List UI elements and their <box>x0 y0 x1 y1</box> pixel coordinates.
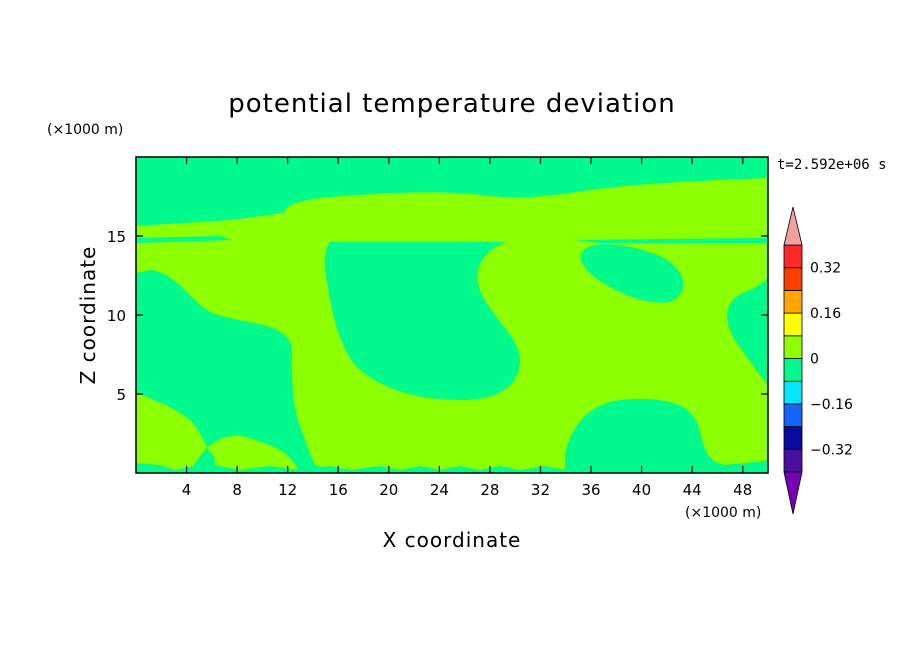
x-tick-label: 28 <box>480 481 499 499</box>
colorbar-tick-label: 0 <box>810 352 819 368</box>
colorbar-under-arrow <box>783 471 803 515</box>
x-tick-label: 32 <box>531 481 550 499</box>
colorbar-swatch <box>783 358 803 382</box>
x-tick-label: 4 <box>182 481 192 499</box>
y-axis-label: Z coordinate <box>76 246 100 385</box>
x-tick-label: 40 <box>632 481 651 499</box>
x-axis-label: X coordinate <box>383 528 522 552</box>
x-tick-label: 24 <box>430 481 449 499</box>
x-tick-label: 8 <box>232 481 242 499</box>
contour-field <box>136 157 768 473</box>
colorbar-swatch <box>783 380 803 405</box>
x-tick-label: 12 <box>278 481 297 499</box>
colorbar-swatch <box>783 403 803 427</box>
colorbar-swatch <box>783 426 803 450</box>
colorbar-over-arrow <box>783 206 803 246</box>
x-tick-label: 16 <box>329 481 348 499</box>
colorbar-swatch <box>783 289 803 314</box>
colorbar: 0.32 0.16 0 −0.16 −0.32 <box>783 206 853 515</box>
colorbar-swatch <box>783 312 803 337</box>
x-tick-label: 20 <box>379 481 398 499</box>
field-level-negative <box>136 157 768 473</box>
colorbar-tick-label: −0.32 <box>810 442 853 458</box>
x-tick-label: 48 <box>733 481 752 499</box>
y-axis-ticks: 5 10 15 <box>107 228 768 404</box>
colorbar-tick-label: 0.32 <box>810 261 841 277</box>
x-tick-label: 44 <box>683 481 702 499</box>
colorbar-swatch <box>783 267 803 291</box>
colorbar-swatch <box>783 335 803 359</box>
x-tick-label: 36 <box>581 481 600 499</box>
y-tick-label: 5 <box>116 386 126 404</box>
y-unit-label: (×1000 m) <box>47 122 123 138</box>
y-tick-label: 10 <box>107 307 126 325</box>
x-axis-ticks: 4 8 12 16 20 24 28 32 36 40 44 48 <box>182 157 752 499</box>
colorbar-swatch <box>783 244 803 269</box>
x-unit-label: (×1000 m) <box>685 505 761 521</box>
colorbar-swatch <box>783 448 803 473</box>
colorbar-tick-label: −0.16 <box>810 397 853 413</box>
colorbar-tick-label: 0.16 <box>810 306 841 322</box>
time-label: t=2.592e+06 s <box>777 157 887 173</box>
chart-title: potential temperature deviation <box>228 89 675 119</box>
y-tick-label: 15 <box>107 228 126 246</box>
